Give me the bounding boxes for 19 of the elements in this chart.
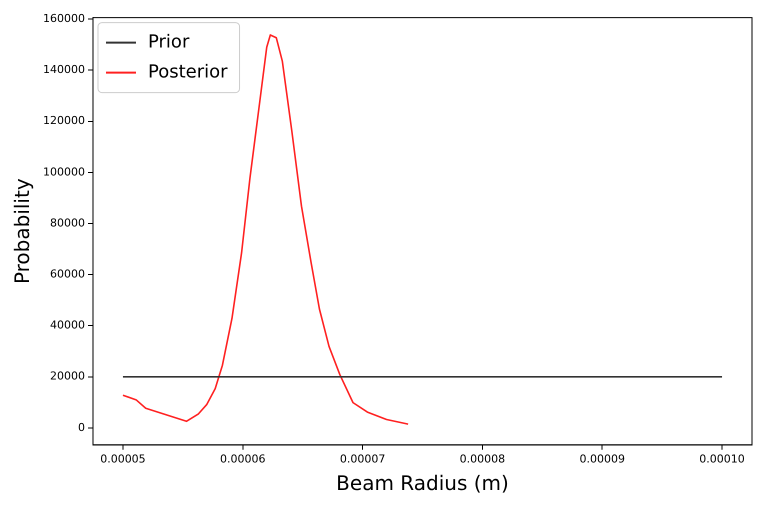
legend-label: Posterior xyxy=(148,61,228,82)
y-tick-label: 120000 xyxy=(42,114,85,128)
legend-label: Prior xyxy=(148,31,190,52)
x-tick-label: 0.00009 xyxy=(579,452,625,466)
y-tick-label: 20000 xyxy=(50,370,85,383)
x-axis-title: Beam Radius (m) xyxy=(336,471,509,496)
x-tick-label: 0.00005 xyxy=(100,452,146,466)
y-tick-label: 100000 xyxy=(42,165,85,178)
y-tick-label: 80000 xyxy=(50,216,85,230)
y-tick-label: 40000 xyxy=(50,318,85,332)
x-tick-label: 0.00008 xyxy=(460,452,506,466)
y-axis-title: Probability xyxy=(10,178,34,284)
y-tick-label: 60000 xyxy=(50,267,85,280)
x-tick-label: 0.00010 xyxy=(699,452,745,466)
x-tick-label: 0.00007 xyxy=(340,452,386,466)
y-tick-label: 160000 xyxy=(42,12,85,25)
y-tick-label: 140000 xyxy=(42,63,85,76)
x-tick-label: 0.00006 xyxy=(220,452,266,466)
y-tick-label: 0 xyxy=(78,420,85,434)
